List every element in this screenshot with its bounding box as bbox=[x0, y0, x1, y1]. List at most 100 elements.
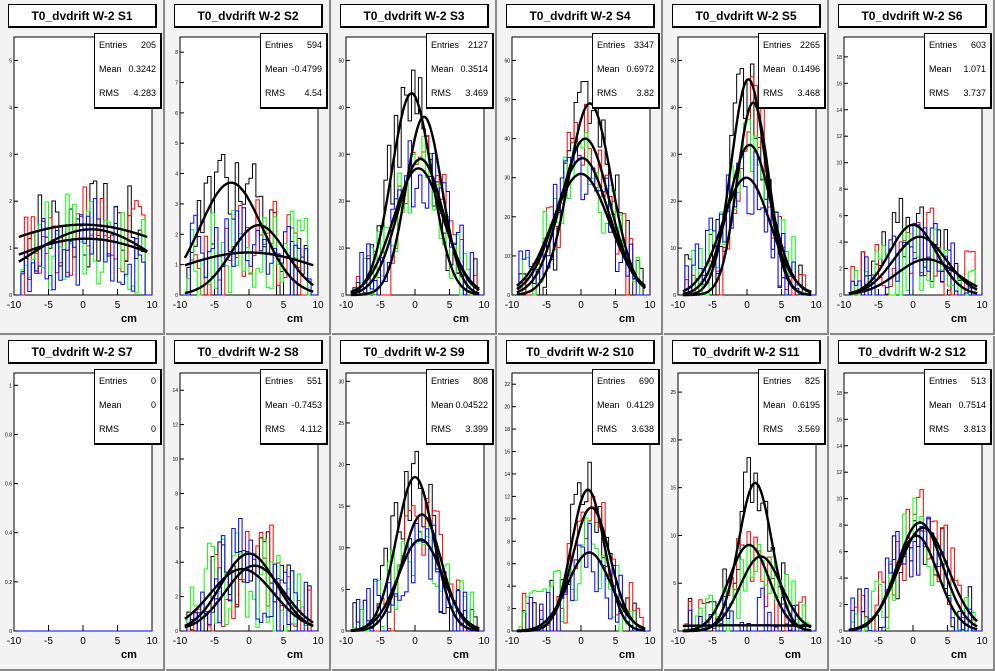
x-tick-label: -5 bbox=[44, 300, 53, 311]
histogram-series bbox=[180, 153, 318, 296]
x-tick-label: -5 bbox=[708, 300, 717, 311]
stats-label: Mean bbox=[431, 400, 454, 410]
fit-curve bbox=[682, 543, 812, 632]
stats-label: RMS bbox=[431, 424, 451, 434]
stats-row: RMS 3.469 bbox=[431, 88, 488, 100]
y-tick-label: 0 bbox=[839, 629, 842, 635]
stats-value: 551 bbox=[306, 376, 322, 386]
stats-box: Entries 551 Mean -0.7453 RMS 4.112 bbox=[260, 369, 328, 445]
stats-label: Entries bbox=[431, 376, 460, 386]
stats-box: Entries 513 Mean 0.7514 RMS 3.813 bbox=[924, 369, 992, 445]
y-tick-label: 3 bbox=[175, 202, 178, 208]
stats-value: 4.112 bbox=[300, 424, 322, 434]
histogram-series bbox=[678, 587, 816, 632]
x-axis-unit: cm bbox=[121, 649, 137, 661]
x-tick-label: 10 bbox=[644, 300, 656, 311]
stats-label: Mean bbox=[763, 64, 786, 74]
x-tick-label: 10 bbox=[644, 636, 656, 647]
histogram-title: T0_dvdrift W-2 S2 bbox=[174, 4, 323, 28]
y-tick-label: 8 bbox=[175, 491, 178, 497]
y-tick-label: 0 bbox=[175, 629, 178, 635]
stats-label: Entries bbox=[99, 376, 128, 386]
histogram-title: T0_dvdrift W-2 S1 bbox=[8, 4, 157, 28]
x-tick-label: -5 bbox=[542, 300, 551, 311]
fit-curve bbox=[183, 181, 314, 293]
histogram-series bbox=[180, 199, 318, 296]
y-tick-label: 0 bbox=[341, 293, 344, 299]
x-tick-label: -5 bbox=[874, 636, 883, 647]
stats-box: Entries 603 Mean 1.071 RMS 3.737 bbox=[924, 33, 992, 109]
x-tick-label: 0 bbox=[80, 636, 86, 647]
fit-curve bbox=[848, 258, 978, 296]
y-tick-label: 0 bbox=[839, 293, 842, 299]
y-tick-label: 0 bbox=[673, 629, 676, 635]
y-tick-label: 14 bbox=[172, 388, 178, 394]
y-tick-label: 0 bbox=[9, 293, 12, 299]
stats-row: RMS 4.112 bbox=[265, 424, 322, 436]
x-tick-label: 10 bbox=[810, 636, 822, 647]
y-tick-label: 0 bbox=[175, 293, 178, 299]
y-tick-label: 25 bbox=[338, 421, 344, 427]
x-tick-label: -5 bbox=[44, 636, 53, 647]
stats-value: 3.638 bbox=[631, 424, 654, 434]
stats-label: Mean bbox=[99, 400, 122, 410]
fit-curve bbox=[350, 115, 480, 297]
histogram-series bbox=[512, 517, 650, 632]
stats-row: Mean 0.6972 bbox=[597, 64, 654, 76]
x-tick-label: 5 bbox=[281, 636, 287, 647]
y-tick-label: 14 bbox=[504, 472, 510, 478]
x-tick-label: 5 bbox=[779, 636, 785, 647]
stats-label: Mean bbox=[929, 64, 952, 74]
y-tick-label: 20 bbox=[670, 438, 676, 444]
stats-value: 808 bbox=[472, 376, 488, 386]
x-tick-label: -5 bbox=[376, 636, 385, 647]
histogram-series bbox=[844, 222, 982, 296]
fit-curve bbox=[18, 228, 148, 263]
stats-row: RMS 3.737 bbox=[929, 88, 986, 100]
stats-box: Entries 594 Mean -0.4799 RMS 4.54 bbox=[260, 33, 328, 109]
y-tick-label: 14 bbox=[836, 108, 842, 114]
stats-label: RMS bbox=[597, 424, 617, 434]
fit-curve bbox=[350, 475, 480, 632]
stats-row: Entries 3347 bbox=[597, 40, 654, 52]
y-tick-label: 2 bbox=[839, 603, 842, 609]
stats-value: 4.54 bbox=[304, 88, 322, 98]
x-axis-unit: cm bbox=[951, 649, 967, 661]
y-tick-label: 0 bbox=[341, 629, 344, 635]
stats-value: 0 bbox=[150, 424, 156, 434]
stats-label: Mean bbox=[597, 64, 620, 74]
x-tick-label: -5 bbox=[210, 636, 219, 647]
stats-value: 513 bbox=[970, 376, 986, 386]
stats-value: 1.071 bbox=[963, 64, 986, 74]
x-tick-label: 0 bbox=[910, 300, 916, 311]
stats-row: RMS 4.54 bbox=[265, 88, 322, 100]
x-tick-label: -5 bbox=[708, 636, 717, 647]
stats-row: RMS 3.813 bbox=[929, 424, 986, 436]
y-tick-label: 10 bbox=[670, 246, 676, 252]
y-tick-label: 14 bbox=[836, 444, 842, 450]
fit-curve bbox=[184, 224, 314, 295]
y-tick-label: 2 bbox=[839, 267, 842, 273]
y-tick-label: 5 bbox=[673, 581, 676, 587]
stats-label: Entries bbox=[265, 376, 294, 386]
fit-curve bbox=[682, 176, 812, 293]
x-tick-label: 5 bbox=[613, 300, 619, 311]
x-tick-label: 5 bbox=[945, 636, 951, 647]
x-tick-label: -10 bbox=[339, 636, 354, 647]
y-tick-label: 12 bbox=[836, 470, 842, 476]
histogram-title: T0_dvdrift W-2 S6 bbox=[838, 4, 987, 28]
y-tick-label: 10 bbox=[172, 457, 178, 463]
stats-label: RMS bbox=[763, 424, 783, 434]
histogram-title: T0_dvdrift W-2 S11 bbox=[672, 340, 821, 364]
y-tick-label: 0 bbox=[9, 629, 12, 635]
stats-value: 3347 bbox=[633, 40, 654, 50]
x-tick-label: -5 bbox=[542, 636, 551, 647]
y-tick-label: 16 bbox=[836, 81, 842, 87]
stats-value: 3.569 bbox=[797, 424, 820, 434]
histogram-series bbox=[180, 207, 318, 296]
stats-value: 0.3514 bbox=[460, 64, 488, 74]
y-tick-label: 16 bbox=[504, 450, 510, 456]
y-tick-label: 20 bbox=[504, 405, 510, 411]
x-tick-label: 0 bbox=[744, 300, 750, 311]
x-tick-label: -10 bbox=[505, 300, 520, 311]
